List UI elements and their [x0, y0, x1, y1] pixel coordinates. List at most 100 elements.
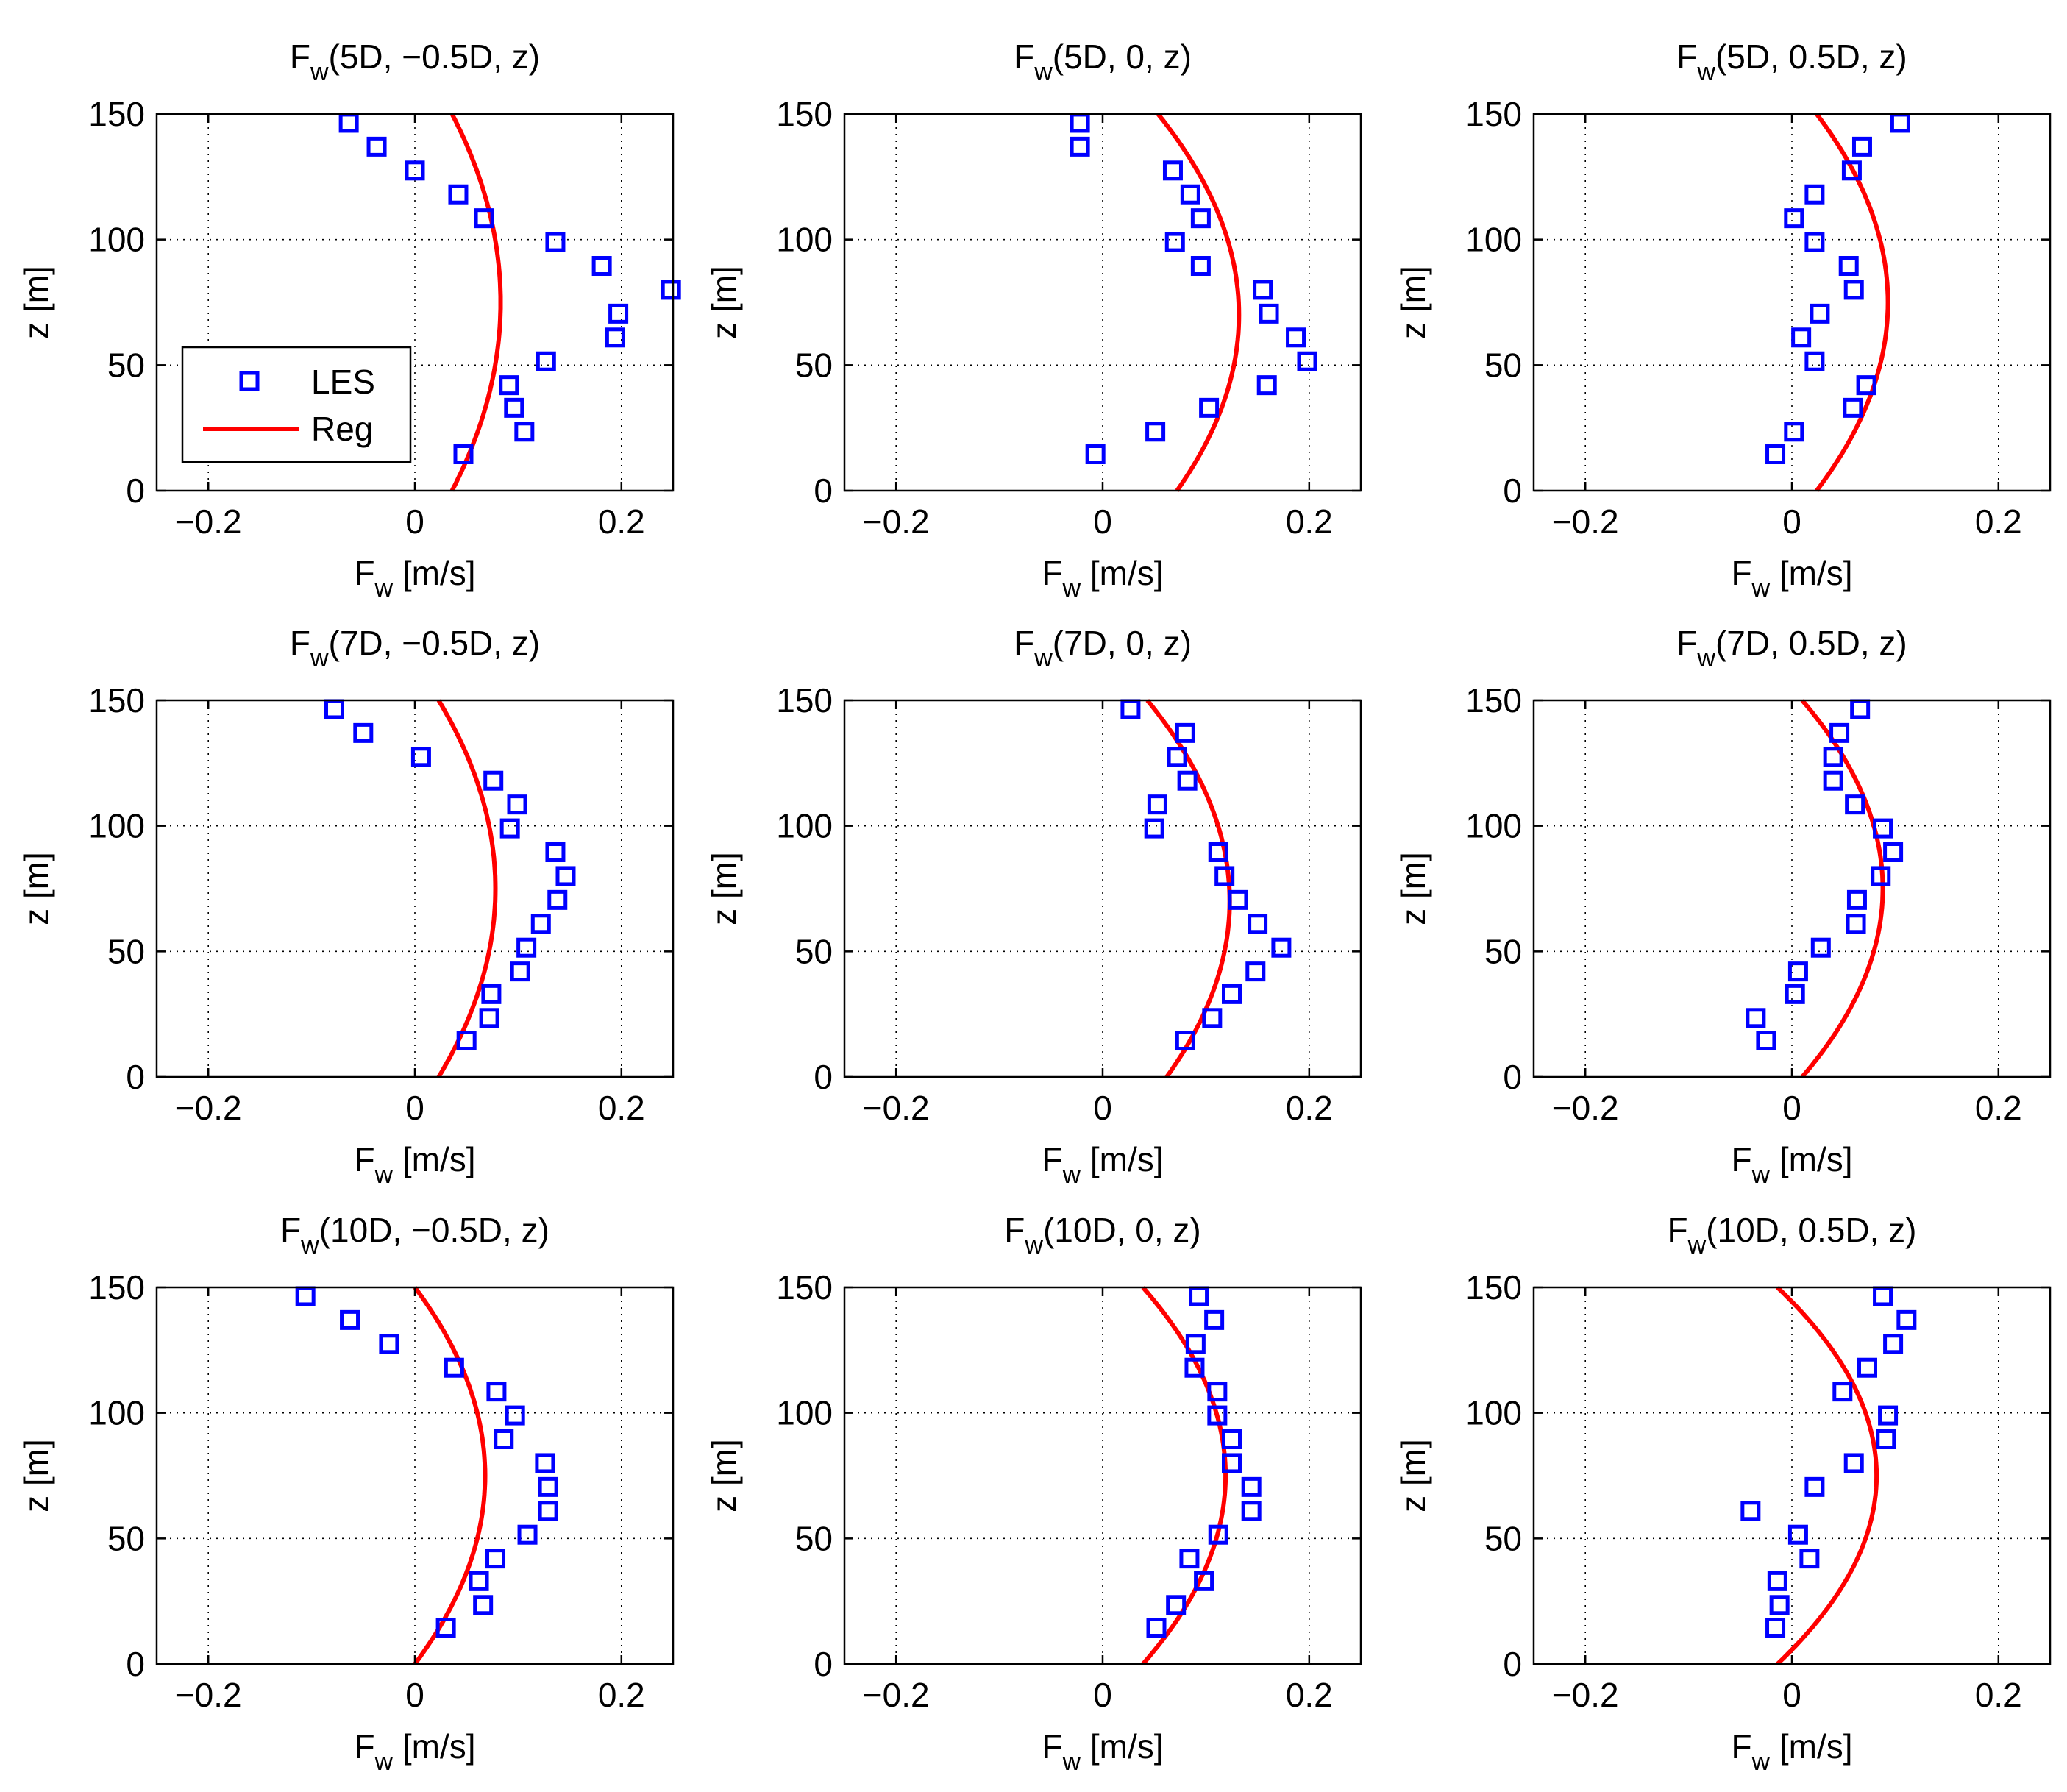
plot-area [844, 1287, 1361, 1664]
les-marker [1740, 1501, 1761, 1521]
x-tick-label: 0 [405, 1676, 424, 1714]
les-marker [1207, 1405, 1228, 1426]
les-marker [444, 1357, 464, 1378]
les-marker [474, 208, 494, 229]
subplot-title: Fw(5D, 0.5D, z) [1676, 38, 1907, 86]
les-marker [1857, 1357, 1877, 1378]
subplot-title: Fw(10D, 0, z) [1004, 1211, 1200, 1259]
y-tick-label: 50 [1484, 932, 1522, 970]
y-tick-label: 0 [1503, 1058, 1522, 1096]
les-marker [1147, 794, 1167, 815]
les-marker [469, 1571, 489, 1591]
les-marker [1896, 1309, 1917, 1330]
x-axis-label-subscript: w [1062, 1748, 1081, 1776]
les-marker [1222, 984, 1242, 1004]
les-marker [340, 1309, 360, 1330]
x-axis-label: Fw [m/s] [354, 1727, 475, 1776]
y-tick-label: 100 [1465, 1394, 1522, 1432]
y-axis-label: z [m] [17, 266, 55, 339]
les-marker [353, 722, 374, 743]
y-tick-label: 100 [1465, 807, 1522, 845]
x-axis-label-main: F [354, 1140, 374, 1178]
y-axis-label: z [m] [1394, 1439, 1432, 1512]
x-tick-label: 0 [1093, 502, 1112, 541]
subplot-title-main: F [1676, 38, 1697, 76]
les-marker [507, 794, 527, 815]
les-marker [410, 747, 431, 767]
les-marker [435, 1618, 456, 1638]
y-axis-label: z [m] [1394, 266, 1432, 339]
regression-curve [449, 113, 503, 492]
les-marker [1878, 1405, 1899, 1426]
regression-curve [1776, 1285, 1879, 1666]
x-tick-label: −0.2 [1552, 1089, 1619, 1127]
les-marker [1208, 842, 1228, 863]
les-marker [483, 770, 504, 791]
les-marker [1810, 937, 1831, 958]
plot-area [1534, 114, 2050, 491]
les-marker [505, 1405, 525, 1426]
les-marker [1791, 327, 1812, 348]
x-tick-label: 0 [405, 502, 424, 541]
x-tick-label: 0.2 [598, 1089, 645, 1127]
y-tick-label: 100 [88, 1394, 145, 1432]
subplot-title-main: F [1668, 1211, 1688, 1249]
les-marker [1823, 770, 1843, 791]
les-marker [456, 1031, 477, 1051]
subplot-title-rest: (7D, −0.5D, z) [329, 624, 541, 662]
x-axis-label-main: F [1731, 554, 1751, 592]
les-marker [1259, 303, 1279, 324]
x-tick-label: 0.2 [1975, 502, 2022, 541]
les-marker [366, 136, 387, 157]
les-marker [1769, 1595, 1790, 1615]
les-marker [405, 160, 425, 181]
les-marker [1765, 1618, 1786, 1638]
les-marker [1070, 136, 1090, 157]
x-tick-label: 0 [405, 1089, 424, 1127]
x-axis-label-subscript: w [1062, 1161, 1081, 1189]
y-tick-label: 50 [107, 1519, 145, 1557]
plot-area [844, 114, 1361, 491]
les-marker [1253, 280, 1273, 300]
legend-reg-label: Reg [311, 410, 373, 448]
subplot-title-subscript: w [1024, 1231, 1043, 1259]
les-marker [547, 889, 568, 910]
x-axis-label-subscript: w [1751, 1748, 1771, 1776]
les-marker [1146, 1618, 1167, 1638]
les-marker [1829, 722, 1850, 743]
les-marker [1804, 232, 1825, 252]
x-axis-label: Fw [m/s] [1042, 1727, 1163, 1776]
les-marker [494, 1429, 514, 1450]
les-marker [1175, 1031, 1195, 1051]
subplot-title-rest: (5D, −0.5D, z) [329, 38, 541, 76]
y-tick-label: 100 [776, 1394, 833, 1432]
x-tick-label: 0 [1093, 1676, 1112, 1714]
legend: LES Reg [181, 346, 412, 463]
x-axis-label: Fw [m/s] [354, 554, 475, 602]
les-marker [1845, 794, 1865, 815]
x-tick-label: −0.2 [175, 502, 242, 541]
subplot-title-rest: (5D, 0.5D, z) [1715, 38, 1907, 76]
x-axis-label-main: F [1731, 1140, 1751, 1178]
y-tick-label: 50 [1484, 346, 1522, 384]
les-marker [555, 866, 576, 886]
les-marker [510, 961, 530, 982]
les-marker [453, 444, 474, 465]
les-marker [516, 937, 537, 958]
les-marker [1843, 397, 1863, 418]
les-marker [1841, 160, 1862, 181]
x-axis-label-rest: [m/s] [1081, 1140, 1163, 1178]
x-axis-label-subscript: w [1062, 575, 1081, 602]
x-axis-label-subscript: w [374, 1161, 394, 1189]
plot-area [1534, 1287, 2050, 1664]
y-tick-label: 0 [814, 1645, 833, 1683]
subplot-title-subscript: w [300, 1231, 319, 1259]
x-tick-label: 0.2 [598, 1676, 645, 1714]
y-tick-label: 0 [126, 472, 145, 510]
x-tick-label: 0.2 [1975, 1089, 2022, 1127]
les-marker [1214, 866, 1235, 886]
les-marker [1256, 375, 1277, 396]
les-marker [1787, 961, 1808, 982]
